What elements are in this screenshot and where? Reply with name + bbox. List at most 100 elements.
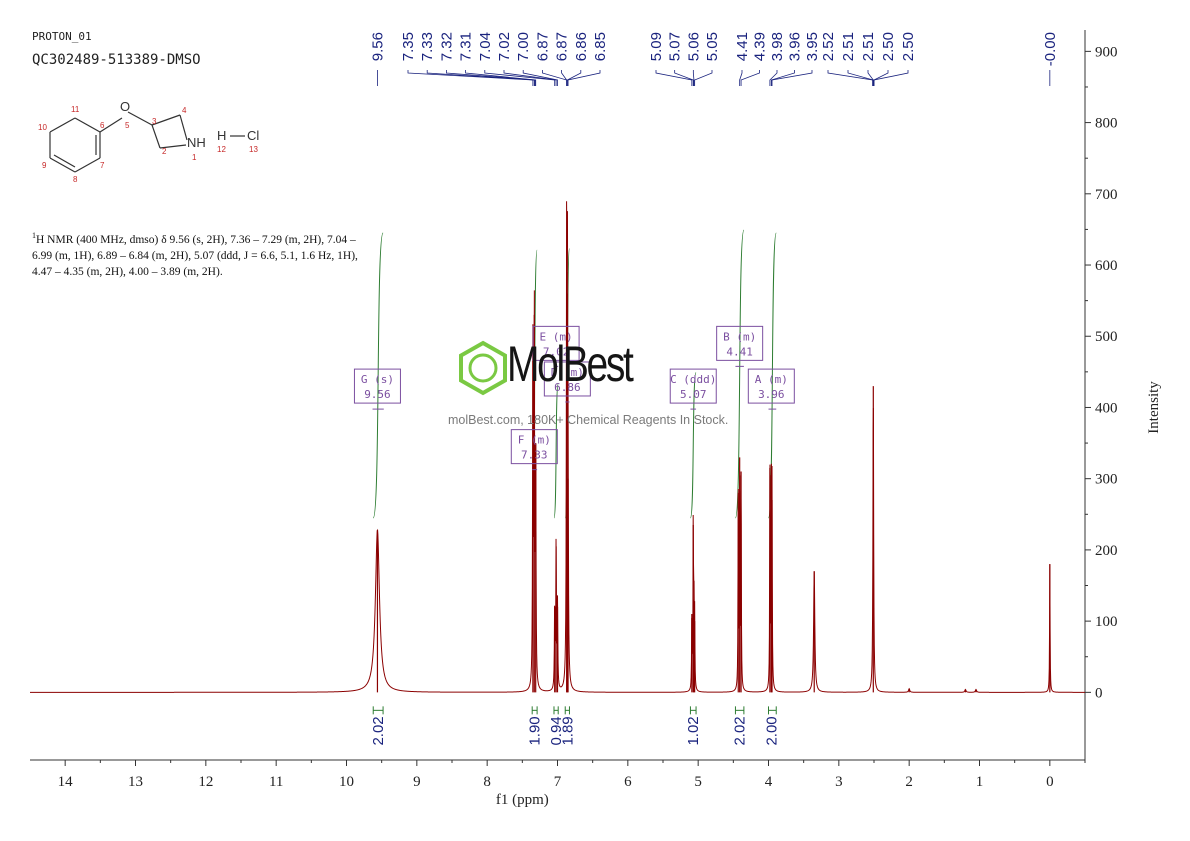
y-axis-label: Intensity bbox=[1146, 381, 1162, 434]
y-tick-label: 400 bbox=[1095, 400, 1118, 416]
multiplet-box bbox=[543, 361, 591, 397]
peak-label: 9.56 bbox=[369, 32, 386, 61]
atom-number: 5 bbox=[125, 121, 130, 130]
molecule-labels: O NH H Cl 1 2 3 4 5 6 7 8 9 10 11 12 13 bbox=[38, 99, 259, 184]
peak-label: 7.31 bbox=[458, 32, 475, 61]
x-tick-label: 7 bbox=[554, 774, 562, 790]
atom-label-o: O bbox=[120, 99, 130, 114]
atom-label-h: H bbox=[217, 128, 226, 143]
multiplet-box bbox=[353, 368, 401, 404]
peak-label: 6.87 bbox=[534, 32, 551, 61]
peak-leader bbox=[769, 70, 778, 86]
multiplet-shift: 4.41 bbox=[726, 345, 753, 358]
x-tick-label: 12 bbox=[198, 774, 213, 790]
peak-leader bbox=[566, 70, 582, 86]
x-tick-label: 1 bbox=[976, 774, 984, 790]
axes: 14 13 12 11 10 9 8 7 6 5 4 3 2 1 0f1 (ppm)010020030040… bbox=[30, 30, 1162, 808]
y-tick-label: 0 bbox=[1095, 685, 1103, 701]
peak-leader bbox=[655, 70, 693, 86]
integral-curve bbox=[372, 232, 384, 519]
atom-number: 10 bbox=[38, 123, 47, 132]
peak-label: 6.85 bbox=[592, 32, 609, 61]
peak-leader bbox=[873, 70, 889, 86]
multiplet-box bbox=[747, 368, 795, 404]
atom-number: 6 bbox=[100, 121, 105, 130]
multiplet-box bbox=[669, 368, 717, 404]
peak-leader bbox=[407, 70, 534, 86]
peak-label: 6.86 bbox=[573, 32, 590, 61]
peak-label: 3.98 bbox=[769, 32, 786, 61]
multiplet-label: D (m) bbox=[551, 366, 584, 379]
peak-label: 7.00 bbox=[515, 32, 532, 61]
x-tick-label: 13 bbox=[128, 774, 143, 790]
peak-label: 2.50 bbox=[900, 32, 917, 61]
multiplet-shift: 6.86 bbox=[554, 381, 581, 394]
integral-value: 2.00 bbox=[763, 716, 780, 745]
atom-number: 7 bbox=[100, 161, 105, 170]
peak-label: 2.50 bbox=[880, 32, 897, 61]
integral-value: 1.89 bbox=[559, 716, 576, 745]
integral-value: 2.02 bbox=[732, 716, 749, 745]
x-tick-label: 5 bbox=[694, 774, 702, 790]
atom-label-cl: Cl bbox=[247, 128, 259, 143]
y-tick-label: 500 bbox=[1095, 329, 1118, 345]
peak-leader bbox=[867, 70, 874, 86]
peak-leader bbox=[561, 70, 568, 86]
peak-leader bbox=[827, 70, 873, 86]
peak-label: 3.96 bbox=[787, 32, 804, 61]
multiplet-shift: 9.56 bbox=[364, 388, 391, 401]
nucleus-superscript: 1 bbox=[32, 231, 36, 240]
atom-number: 13 bbox=[249, 145, 258, 154]
peak-leader bbox=[522, 70, 558, 86]
peak-label: 5.06 bbox=[685, 32, 702, 61]
peak-leader bbox=[694, 70, 713, 86]
integral-value: 1.02 bbox=[685, 716, 702, 745]
peak-label: 2.51 bbox=[860, 32, 877, 61]
integral-curve bbox=[553, 383, 559, 519]
peak-label: 7.02 bbox=[496, 32, 513, 61]
multiplet-box bbox=[716, 325, 764, 361]
y-tick-label: 100 bbox=[1095, 614, 1118, 630]
integral-value: 1.90 bbox=[526, 716, 543, 745]
y-tick-label: 700 bbox=[1095, 187, 1118, 203]
peak-label: 2.51 bbox=[840, 32, 857, 61]
peak-leader bbox=[771, 70, 813, 86]
atom-number: 9 bbox=[42, 161, 47, 170]
peak-label: 5.09 bbox=[648, 32, 665, 61]
peak-label: 6.87 bbox=[554, 32, 571, 61]
multiplet-label: B (m) bbox=[723, 330, 756, 343]
x-tick-label: 11 bbox=[269, 774, 283, 790]
x-tick-label: 8 bbox=[483, 774, 491, 790]
x-tick-label: 4 bbox=[765, 774, 773, 790]
peak-label: 7.33 bbox=[419, 32, 436, 61]
peak-label: 5.05 bbox=[704, 32, 721, 61]
peak-leader bbox=[740, 70, 760, 86]
sample-id: QC302489-513389-DMSO bbox=[32, 52, 201, 68]
peak-leader bbox=[484, 70, 556, 86]
peak-label: 7.04 bbox=[477, 32, 494, 61]
peak-label: 3.95 bbox=[804, 32, 821, 61]
peak-leader bbox=[503, 70, 557, 86]
x-tick-label: 3 bbox=[835, 774, 843, 790]
peak-label: 7.32 bbox=[438, 32, 455, 61]
multiplet-boxes: G (s) 9.56 E (m) 7.02 D (m) 6.86 F (m) 7.33 C (d… bbox=[353, 325, 795, 471]
x-tick-label: 2 bbox=[905, 774, 913, 790]
spectrum-layer bbox=[30, 201, 1085, 693]
nmr-description-body: H NMR (400 MHz, dmso) δ 9.56 (s, 2H), 7.… bbox=[32, 233, 358, 278]
x-tick-label: 10 bbox=[339, 774, 354, 790]
peak-label: 4.39 bbox=[752, 32, 769, 61]
peak-leader bbox=[426, 70, 535, 86]
multiplet-shift: 7.02 bbox=[543, 345, 570, 358]
atom-number: 1 bbox=[192, 153, 197, 162]
x-tick-label: 0 bbox=[1046, 774, 1054, 790]
multiplet-label: F (m) bbox=[518, 434, 551, 447]
multiplet-label: G (s) bbox=[361, 373, 394, 386]
integral-curve bbox=[734, 229, 745, 519]
atom-number: 4 bbox=[182, 106, 187, 115]
integral-curve bbox=[689, 372, 697, 519]
peak-leader bbox=[674, 70, 694, 86]
peak-leader bbox=[873, 70, 909, 86]
peak-label: -0.00 bbox=[1042, 32, 1059, 66]
molecule-structure bbox=[49, 111, 245, 173]
